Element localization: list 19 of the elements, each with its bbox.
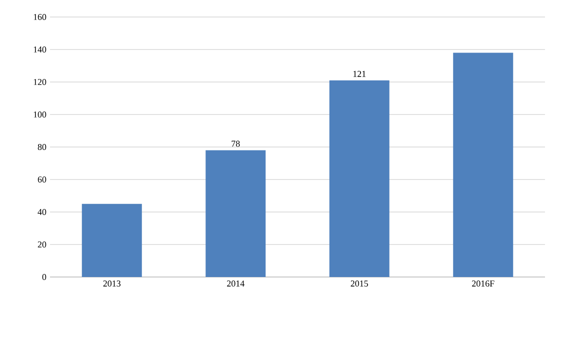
y-tick-label: 140 [34,46,46,53]
y-tick-label: 160 [34,14,46,20]
data-label: 78 [232,140,240,147]
bar [453,52,514,277]
y-tick-label: 120 [34,78,46,86]
x-tick-label: 2016F [472,280,494,287]
y-tick-label: 40 [38,208,46,216]
y-tick-label: 80 [38,144,46,150]
bar [206,150,266,277]
y-tick-label: 60 [38,176,46,183]
bar [329,80,390,277]
y-tick-label: 20 [38,241,46,248]
y-tick-label: 0 [42,274,46,280]
x-tick-label: 2014 [227,280,244,287]
x-tick-label: 2015 [350,280,368,287]
y-tick-label: 100 [34,111,46,118]
data-label: 121 [353,70,366,77]
x-tick-label: 2013 [103,280,120,287]
bar [82,204,142,277]
